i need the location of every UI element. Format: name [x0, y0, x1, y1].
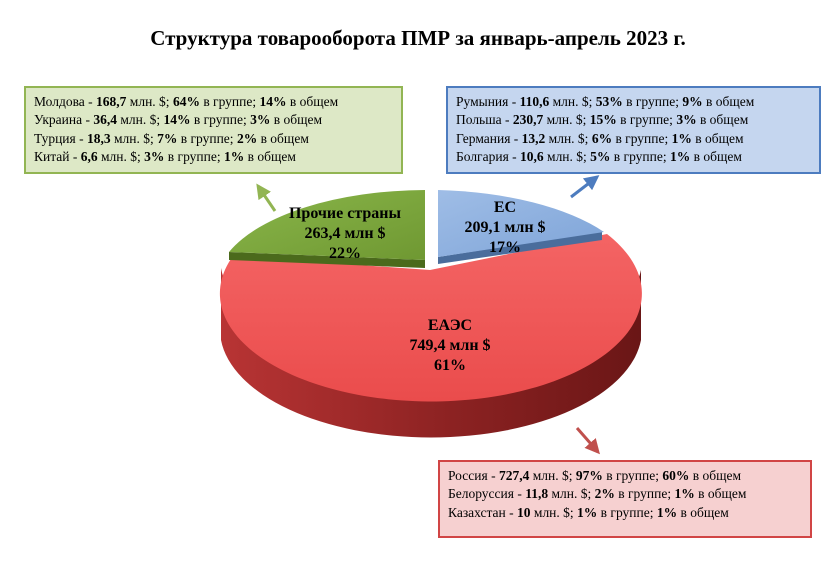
callout-row: Болгария - 10,6 млн. $; 5% в группе; 1% …	[456, 148, 742, 164]
callout-row: Турция - 18,3 млн. $; 7% в группе; 2% в …	[34, 130, 309, 146]
callout-other-countries: Молдова - 168,7 млн. $; 64% в группе; 14…	[24, 86, 403, 174]
other-slice-percent: 22%	[329, 245, 361, 262]
other-slice-side	[229, 252, 425, 268]
callout-row: Польша - 230,7 млн. $; 15% в группе; 3% …	[456, 112, 749, 128]
callout-row: Казахстан - 10 млн. $; 1% в группе; 1% в…	[448, 504, 729, 520]
eaeu-slice-percent: 61%	[434, 357, 466, 374]
callout-row: Россия - 727,4 млн. $; 97% в группе; 60%…	[448, 468, 742, 483]
eu-slice-percent: 17%	[489, 239, 521, 256]
eu-slice-side	[438, 231, 602, 264]
eu-slice-label: ЕС	[494, 199, 516, 216]
callout-row: Румыния - 110,6 млн. $; 53% в группе; 9%…	[456, 94, 755, 109]
callout-row: Белоруссия - 11,8 млн. $; 2% в группе; 1…	[448, 486, 747, 502]
arrow-other	[256, 183, 277, 212]
callout-row: Германия - 13,2 млн. $; 6% в группе; 1% …	[456, 130, 744, 146]
other-slice-label: Прочие страны	[289, 205, 402, 222]
eu-slice-value: 209,1 млн $	[464, 219, 545, 236]
chart-title: Структура товарооборота ПМР за январь-ап…	[150, 26, 686, 50]
other-slice-value: 263,4 млн $	[304, 225, 385, 242]
eaeu-slice-side	[221, 268, 641, 438]
eaeu-slice	[219, 234, 642, 402]
arrow-eaeu	[575, 427, 600, 455]
callout-row: Китай - 6,6 млн. $; 3% в группе; 1% в об…	[34, 148, 296, 164]
eu-slice	[438, 190, 604, 257]
callout-eu: Румыния - 110,6 млн. $; 53% в группе; 9%…	[446, 86, 821, 174]
other-slice	[229, 190, 425, 260]
eaeu-slice-value: 749,4 млн $	[409, 337, 490, 354]
arrow-eu	[570, 175, 600, 199]
eaeu-slice-label: ЕАЭС	[428, 317, 472, 334]
callout-row: Украина - 36,4 млн. $; 14% в группе; 3% …	[34, 112, 323, 128]
callout-row: Молдова - 168,7 млн. $; 64% в группе; 14…	[34, 94, 339, 109]
callout-eaeu: Россия - 727,4 млн. $; 97% в группе; 60%…	[438, 460, 812, 538]
